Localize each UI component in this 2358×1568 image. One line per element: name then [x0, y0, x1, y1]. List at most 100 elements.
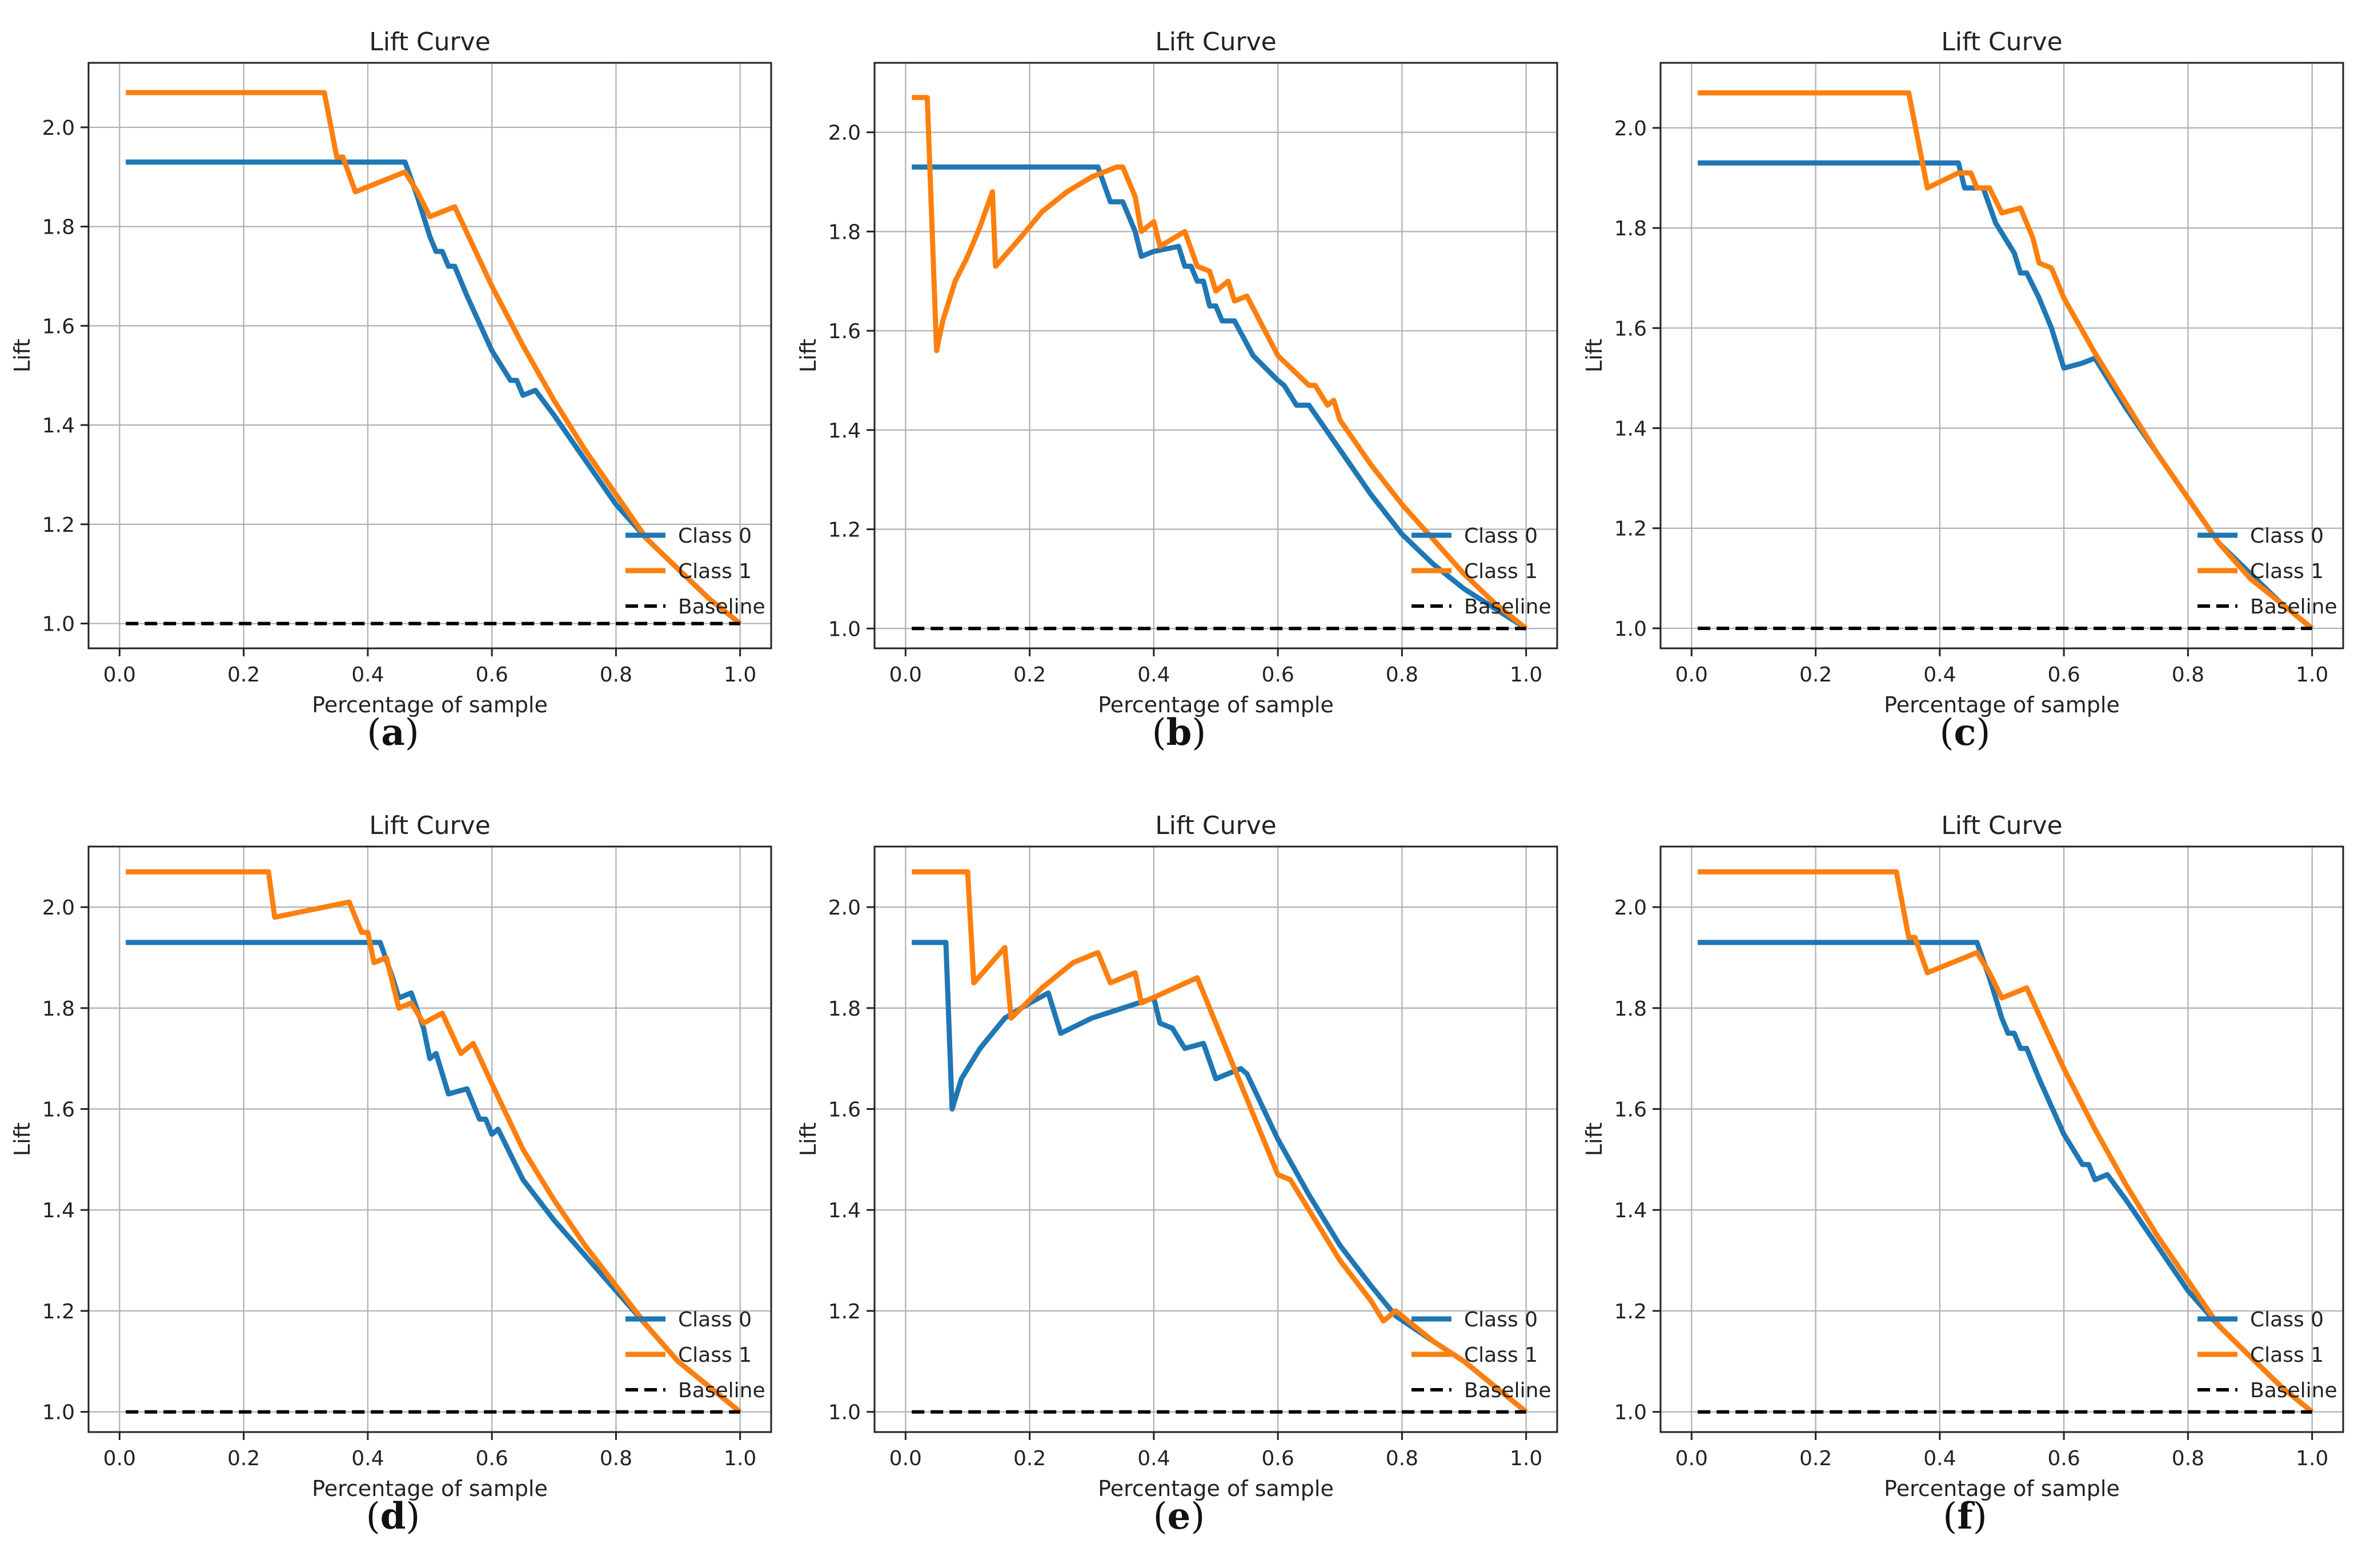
y-tick-label: 1.0	[828, 617, 861, 641]
class-0-line	[1698, 940, 2314, 1414]
x-tick-label: 0.4	[351, 663, 384, 687]
legend-label: Class 0	[2250, 1308, 2324, 1332]
panel-a: 0.0 0.2 0.4 0.6 0.8 1.0 1.0 1.2 1.4 1.6 1.8 2.0 Lift…	[0, 0, 786, 784]
chart-title: Lift Curve	[369, 811, 491, 840]
y-tick-label: 1.2	[828, 1300, 861, 1324]
y-axis-label: Lift	[796, 1122, 821, 1156]
lift-chart-f: 0.0 0.2 0.4 0.6 0.8 1.0 1.0 1.2 1.4 1.6 1.8 2.0 Lift…	[1582, 811, 2344, 1501]
x-tick-label: 1.0	[724, 1447, 756, 1470]
y-tick-label: 1.6	[1614, 1098, 1647, 1121]
chart-title: Lift Curve	[1155, 27, 1277, 57]
legend-label: Baseline	[2250, 1379, 2337, 1402]
x-axis-label: Percentage of sample	[312, 1476, 548, 1501]
y-tick-label: 1.0	[828, 1401, 861, 1425]
x-tick-label: 0.2	[1013, 663, 1046, 687]
legend-label: Class 1	[678, 1344, 752, 1367]
y-tick-label: 2.0	[828, 122, 861, 145]
y-tick-label: 1.0	[1614, 1401, 1647, 1425]
x-tick-label: 1.0	[2296, 1447, 2328, 1470]
x-tick-label: 1.0	[1510, 663, 1542, 687]
x-axis-label: Percentage of sample	[1098, 1476, 1334, 1501]
legend-label: Class 1	[678, 560, 752, 583]
y-tick-label: 1.6	[42, 315, 75, 338]
class-1-line	[126, 90, 742, 626]
panel-c: 0.0 0.2 0.4 0.6 0.8 1.0 1.0 1.2 1.4 1.6 1.8 2.0 Lift…	[1572, 0, 2358, 784]
x-tick-label: 0.0	[1675, 663, 1708, 687]
y-tick-label: 1.2	[1614, 518, 1647, 541]
x-axis-label: Percentage of sample	[1884, 692, 2120, 717]
y-tick-label: 1.8	[1614, 997, 1647, 1021]
x-tick-label: 0.8	[2172, 1447, 2204, 1470]
y-axis-label: Lift	[10, 1122, 35, 1156]
panel-d: 0.0 0.2 0.4 0.6 0.8 1.0 1.0 1.2 1.4 1.6 1.8 2.0 Lift…	[0, 784, 786, 1567]
legend-label: Class 1	[2250, 560, 2324, 583]
x-tick-label: 0.2	[1799, 663, 1832, 687]
plot-frame	[87, 845, 772, 1433]
class-1-line	[126, 869, 742, 1414]
y-tick-label: 1.8	[42, 216, 75, 239]
y-tick-label: 1.4	[828, 419, 861, 443]
chart-title: Lift Curve	[1941, 27, 2063, 57]
x-tick-label: 1.0	[1510, 1447, 1542, 1470]
class-0-line	[912, 940, 1528, 1414]
y-tick-label: 2.0	[1614, 896, 1647, 920]
x-tick-label: 0.6	[1262, 663, 1294, 687]
x-tick-label: 0.6	[2048, 663, 2080, 687]
x-tick-label: 0.0	[889, 1447, 922, 1470]
y-tick-label: 1.0	[42, 613, 75, 636]
y-tick-label: 1.0	[1614, 617, 1647, 641]
x-tick-label: 1.0	[2296, 663, 2328, 687]
y-tick-label: 1.0	[42, 1401, 75, 1425]
x-tick-label: 0.0	[103, 1447, 136, 1470]
panel-caption-c: (c)	[1939, 711, 1991, 754]
y-tick-label: 1.8	[1614, 217, 1647, 240]
y-tick-label: 2.0	[828, 896, 861, 920]
y-axis-label: Lift	[1582, 339, 1607, 372]
legend-label: Class 1	[2250, 1344, 2324, 1367]
x-tick-label: 0.4	[1923, 1447, 1956, 1470]
y-tick-label: 1.6	[828, 320, 861, 343]
y-axis-label: Lift	[796, 339, 821, 372]
y-tick-label: 1.4	[1614, 1199, 1647, 1222]
y-axis-label: Lift	[1582, 1122, 1607, 1156]
class-0-line	[1698, 160, 2314, 631]
class-0-line	[126, 159, 742, 626]
x-tick-label: 0.2	[227, 1447, 260, 1470]
panel-caption-f: (f)	[1943, 1495, 1987, 1538]
x-tick-label: 0.6	[476, 1447, 508, 1470]
class-0-line	[912, 164, 1528, 631]
plot-frame	[873, 845, 1558, 1433]
panel-f: 0.0 0.2 0.4 0.6 0.8 1.0 1.0 1.2 1.4 1.6 1.8 2.0 Lift…	[1572, 784, 2358, 1567]
class-1-line	[912, 95, 1528, 631]
y-tick-label: 1.6	[42, 1098, 75, 1121]
x-tick-label: 0.4	[1137, 1447, 1170, 1470]
y-tick-label: 1.6	[1614, 317, 1647, 340]
x-axis-label: Percentage of sample	[1884, 1476, 2120, 1501]
legend-label: Baseline	[1464, 1379, 1551, 1402]
x-tick-label: 1.0	[724, 663, 756, 687]
class-0-line	[126, 940, 742, 1414]
legend-label: Class 0	[678, 524, 752, 548]
class-1-line	[912, 869, 1528, 1414]
legend-label: Class 1	[1464, 560, 1538, 583]
x-tick-label: 0.8	[600, 1447, 632, 1470]
plot-frame	[1659, 845, 2344, 1433]
x-tick-label: 0.8	[600, 663, 632, 687]
chart-title: Lift Curve	[1941, 811, 2063, 840]
x-tick-label: 0.4	[1137, 663, 1170, 687]
x-tick-label: 0.6	[1262, 1447, 1294, 1470]
x-tick-label: 0.4	[351, 1447, 384, 1470]
x-tick-label: 0.0	[1675, 1447, 1708, 1470]
panel-caption-a: (a)	[367, 711, 419, 754]
chart-title: Lift Curve	[1155, 811, 1277, 840]
x-tick-label: 0.6	[2048, 1447, 2080, 1470]
y-axis-label: Lift	[10, 339, 35, 372]
legend-label: Class 1	[1464, 1344, 1538, 1367]
plot-frame	[87, 62, 772, 649]
panel-caption-d: (d)	[366, 1495, 420, 1538]
y-tick-label: 2.0	[1614, 117, 1647, 141]
legend-label: Baseline	[2250, 595, 2337, 619]
x-tick-label: 0.2	[1799, 1447, 1832, 1470]
panel-caption-b: (b)	[1152, 711, 1206, 754]
